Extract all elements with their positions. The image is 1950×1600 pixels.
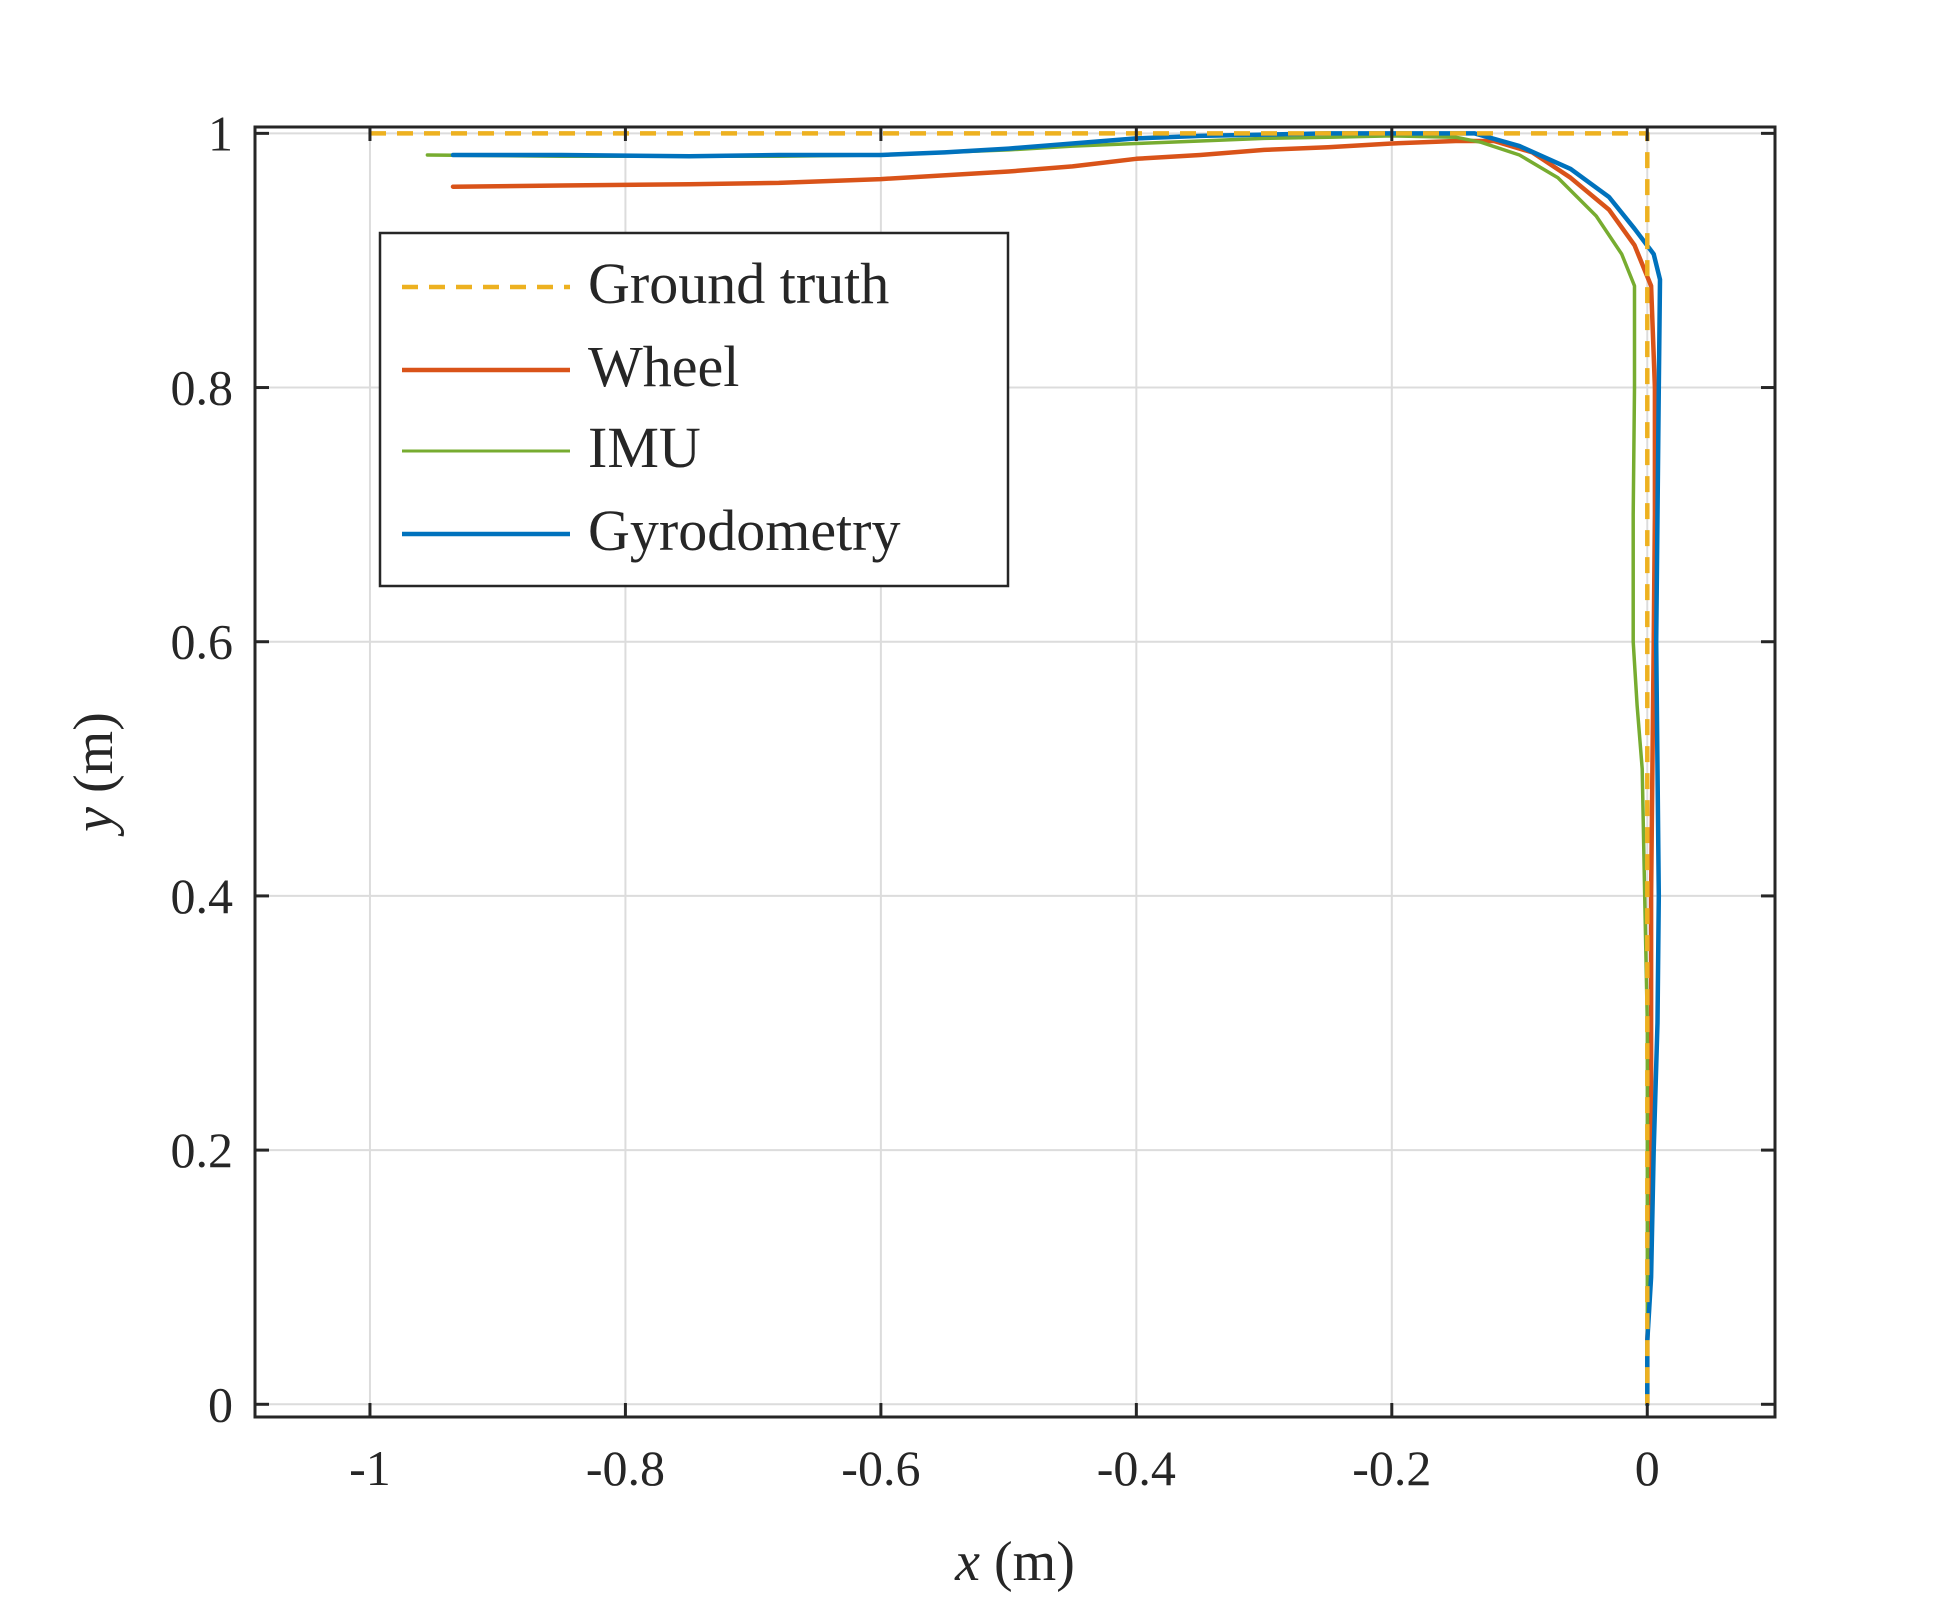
x-tick-label: -0.8 xyxy=(586,1440,665,1496)
legend: Ground truth Wheel IMU Gyrodometry xyxy=(378,231,1010,588)
legend-imu-label: IMU xyxy=(588,415,701,480)
y-tick-label: 1 xyxy=(208,105,233,161)
x-tick-label: -0.6 xyxy=(841,1440,920,1496)
x-axis-label: x (m) xyxy=(954,1531,1075,1593)
x-axis-var: x xyxy=(954,1531,980,1593)
legend-ground-truth-label: Ground truth xyxy=(588,251,889,316)
x-axis-unit: (m) xyxy=(980,1531,1075,1593)
x-tick-label: -1 xyxy=(349,1440,391,1496)
x-tick-labels: -1 -0.8 -0.6 -0.4 -0.2 0 xyxy=(349,1440,1660,1496)
x-tick-label: -0.2 xyxy=(1352,1440,1431,1496)
plot-frame xyxy=(253,125,1777,1419)
series-line-gyrodometry xyxy=(450,131,1663,1407)
legend-box xyxy=(378,231,1010,588)
y-axis-unit: (m) xyxy=(63,712,125,807)
x-tick-label: -0.4 xyxy=(1097,1440,1176,1496)
y-tick-label: 0.6 xyxy=(171,614,234,670)
y-tick-label: 0.4 xyxy=(171,868,234,924)
y-tick-label: 0.8 xyxy=(171,360,234,416)
y-tick-label: 0 xyxy=(208,1376,233,1432)
legend-gyrodometry-label: Gyrodometry xyxy=(588,498,901,563)
y-tick-labels: 0 0.2 0.4 0.6 0.8 1 xyxy=(171,105,234,1432)
axis-ticks xyxy=(255,127,1775,1417)
y-axis-label: y (m) xyxy=(63,712,125,837)
legend-wheel-label: Wheel xyxy=(588,334,739,399)
y-tick-label: 0.2 xyxy=(171,1122,234,1178)
x-tick-label: 0 xyxy=(1635,1440,1660,1496)
y-axis-var: y xyxy=(63,807,125,837)
